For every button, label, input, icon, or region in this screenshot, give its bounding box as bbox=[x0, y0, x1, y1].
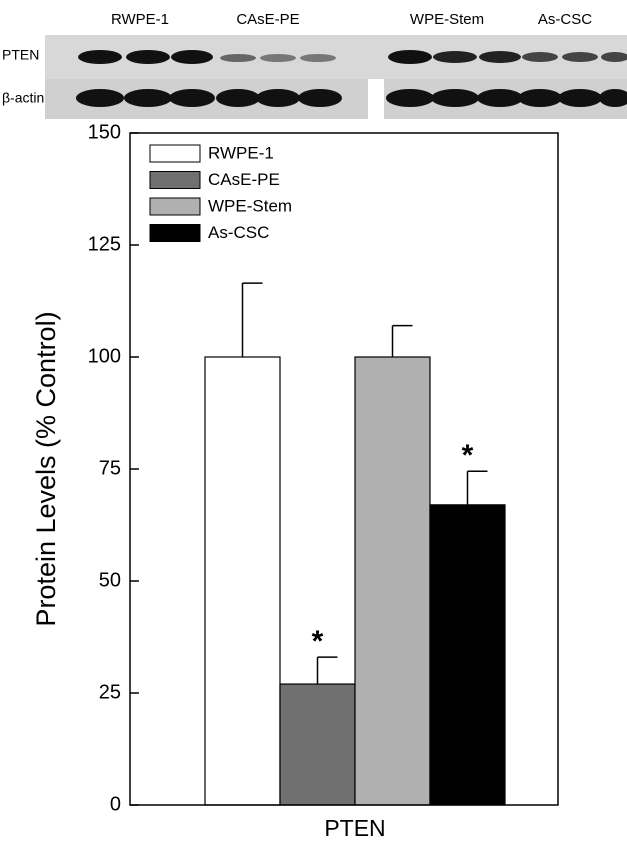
y-tick-label: 150 bbox=[88, 121, 121, 143]
lane-label: As-CSC bbox=[538, 11, 592, 28]
figure: RWPE-1 CAsE-PE WPE-Stem As-CSC PTEN β-ac… bbox=[0, 0, 627, 842]
y-tick-label: 100 bbox=[88, 345, 121, 367]
legend-label: As-CSC bbox=[208, 223, 269, 242]
legend-label: CAsE-PE bbox=[208, 170, 280, 189]
lane-label: RWPE-1 bbox=[111, 11, 169, 28]
x-tick-label: PTEN bbox=[324, 815, 385, 841]
y-tick-label: 25 bbox=[99, 681, 121, 703]
y-tick-label: 50 bbox=[99, 569, 121, 591]
legend-label: WPE-Stem bbox=[208, 196, 292, 215]
legend-swatch bbox=[150, 172, 200, 189]
legend-swatch bbox=[150, 225, 200, 242]
bar bbox=[430, 505, 505, 805]
lane-label: WPE-Stem bbox=[410, 11, 484, 28]
significance-marker: * bbox=[462, 439, 474, 472]
row-label: β-actin bbox=[2, 90, 44, 106]
western-blot: RWPE-1 CAsE-PE WPE-Stem As-CSC PTEN β-ac… bbox=[2, 11, 627, 119]
y-tick-label: 75 bbox=[99, 457, 121, 479]
significance-marker: * bbox=[312, 625, 324, 658]
y-tick-label: 125 bbox=[88, 233, 121, 255]
bar bbox=[205, 357, 280, 805]
legend-label: RWPE-1 bbox=[208, 143, 274, 162]
bar bbox=[280, 684, 355, 805]
bar bbox=[355, 357, 430, 805]
blot-gap bbox=[368, 79, 384, 119]
legend-swatch bbox=[150, 145, 200, 162]
y-tick-label: 0 bbox=[110, 793, 121, 815]
lane-label: CAsE-PE bbox=[236, 11, 299, 28]
legend-swatch bbox=[150, 198, 200, 215]
y-axis-label: Protein Levels (% Control) bbox=[31, 311, 61, 626]
row-label: PTEN bbox=[2, 47, 39, 63]
